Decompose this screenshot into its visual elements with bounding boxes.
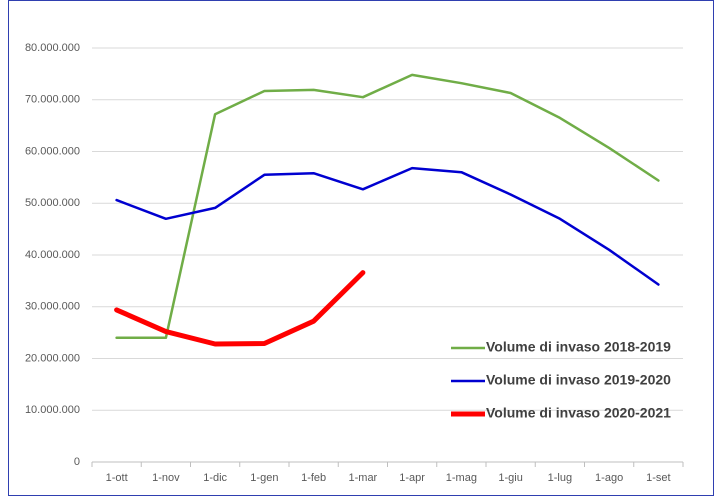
y-tick-label: 80.000.000: [25, 42, 80, 54]
x-tick-label: 1-nov: [152, 472, 180, 484]
x-tick-label: 1-lug: [548, 472, 572, 484]
x-tick-label: 1-ott: [106, 472, 128, 484]
series-line: [115, 73, 660, 340]
x-tick-label: 1-ago: [595, 472, 623, 484]
legend-label: Volume di invaso 2018-2019: [486, 339, 671, 355]
y-tick-label: 20.000.000: [25, 352, 80, 364]
series-line: [114, 270, 366, 347]
y-tick-label: 0: [74, 456, 80, 468]
y-tick-label: 50.000.000: [25, 197, 80, 209]
x-tick-label: 1-mag: [446, 472, 477, 484]
y-tick-label: 40.000.000: [25, 249, 80, 261]
series-line: [115, 166, 660, 286]
x-tick-label: 1-set: [646, 472, 670, 484]
x-tick-label: 1-dic: [203, 472, 227, 484]
legend-label: Volume di invaso 2019-2020: [486, 372, 671, 388]
x-tick-label: 1-apr: [399, 472, 425, 484]
x-tick-label: 1-gen: [250, 472, 278, 484]
x-tick-label: 1-giu: [498, 472, 522, 484]
y-tick-label: 10.000.000: [25, 404, 80, 416]
chart-frame: [8, 0, 714, 496]
x-tick-label: 1-feb: [301, 472, 326, 484]
x-tick-label: 1-mar: [349, 472, 378, 484]
y-tick-label: 70.000.000: [25, 94, 80, 106]
y-tick-label: 60.000.000: [25, 145, 80, 157]
y-tick-label: 30.000.000: [25, 301, 80, 313]
legend-label: Volume di invaso 2020-2021: [486, 405, 671, 421]
